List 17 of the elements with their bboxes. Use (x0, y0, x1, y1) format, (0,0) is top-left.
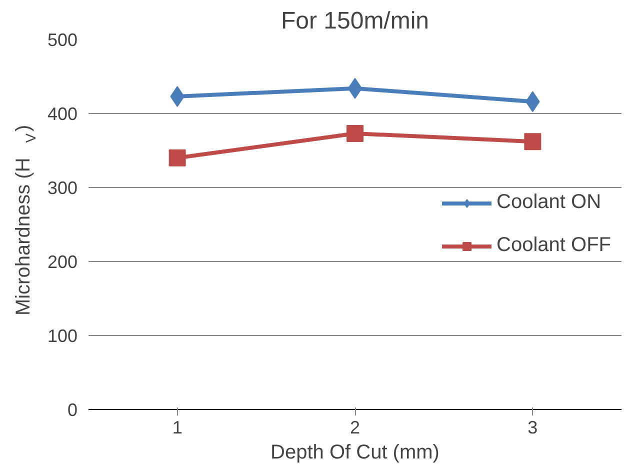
x-tick-label: 3 (528, 418, 538, 438)
legend-label: Coolant ON (496, 191, 602, 214)
chart-title: For 150m/min (280, 8, 430, 34)
point (168, 149, 186, 166)
y-tick-label: 500 (47, 30, 78, 50)
x-tick-label: 2 (350, 418, 360, 438)
x-axis-title: Depth Of Cut (mm) (270, 442, 440, 464)
y-tick-label: 400 (47, 104, 78, 124)
y-tick-label: 300 (47, 178, 78, 198)
y-tick-label: 100 (47, 326, 78, 346)
point (346, 124, 364, 142)
legend-label: Coolant OFF (496, 234, 611, 257)
y-axis-title: Microhardness (HV) (12, 124, 38, 316)
x-tick-label: 1 (172, 418, 182, 438)
y-tick-label: 0 (67, 400, 78, 420)
y-tick-label: 200 (47, 252, 78, 272)
point (524, 133, 542, 150)
